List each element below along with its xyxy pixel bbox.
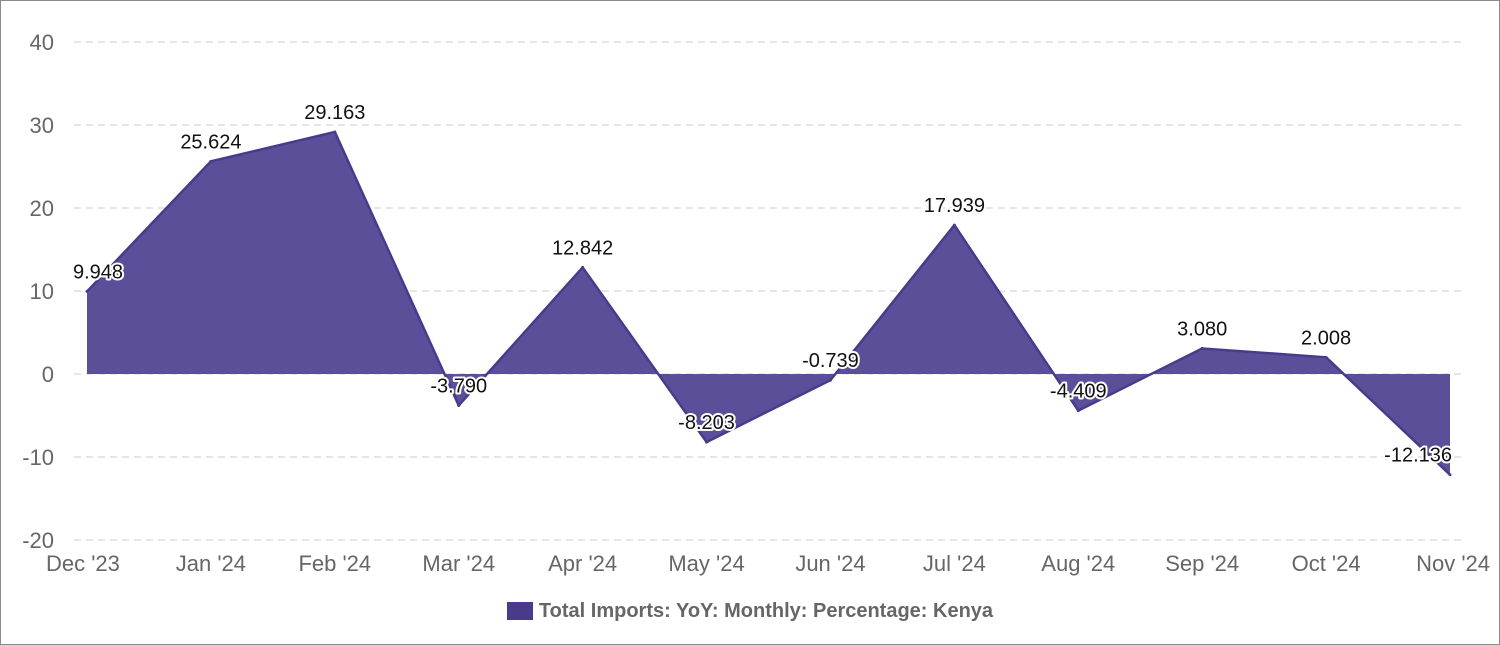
x-tick-label: Mar '24: [422, 551, 495, 576]
x-tick-label: Apr '24: [548, 551, 617, 576]
x-tick-label: Feb '24: [298, 551, 371, 576]
series-area: [87, 131, 1450, 475]
x-tick-label: Jul '24: [923, 551, 986, 576]
x-tick-label: Jan '24: [176, 551, 246, 576]
data-label: 17.939: [924, 195, 985, 217]
x-tick-label: May '24: [668, 551, 744, 576]
y-tick-label: -20: [22, 528, 54, 553]
y-tick-label: 40: [30, 30, 54, 55]
legend-swatch: [506, 602, 533, 620]
data-point: [705, 440, 709, 444]
data-point: [85, 289, 89, 293]
y-tick-label: 20: [30, 196, 54, 221]
data-point: [828, 378, 832, 382]
legend[interactable]: Total Imports: YoY: Monthly: Percentage:…: [0, 600, 1500, 623]
data-label: 12.842: [552, 237, 613, 259]
data-point: [581, 265, 585, 269]
data-point: [952, 223, 956, 227]
data-label: -8.203: [678, 412, 735, 434]
data-point: [1200, 346, 1204, 350]
data-point: [457, 403, 461, 407]
data-label: -12.136: [1384, 445, 1452, 467]
data-point: [1324, 355, 1328, 359]
x-tick-label: Oct '24: [1292, 551, 1361, 576]
y-tick-label: 10: [30, 279, 54, 304]
data-point: [209, 159, 213, 163]
x-tick-label: Dec '23: [46, 551, 120, 576]
data-label: 25.624: [180, 131, 241, 153]
data-label: 2.008: [1301, 327, 1351, 349]
y-tick-label: -10: [22, 445, 54, 470]
x-tick-label: Nov '24: [1416, 551, 1490, 576]
x-tick-label: Sep '24: [1165, 551, 1239, 576]
series-line: [86, 130, 1451, 476]
data-label: -0.739: [802, 350, 859, 372]
data-labels: 9.948 25.624 29.163 -3.790 12.842 -8.203 -0.73…: [71, 100, 1454, 469]
data-label: 9.948: [73, 261, 123, 283]
data-point: [1076, 409, 1080, 413]
data-point: [333, 130, 337, 134]
data-label: 3.080: [1177, 318, 1227, 340]
area-layer: [85, 130, 1452, 477]
x-tick-label: Aug '24: [1041, 551, 1115, 576]
data-label: 29.163: [304, 102, 365, 124]
y-tick-label: 30: [30, 113, 54, 138]
x-axis: Dec '23 Jan '24 Feb '24 Mar '24 Apr '24 May '…: [46, 551, 1490, 576]
data-label: -4.409: [1050, 381, 1107, 403]
data-point: [1448, 473, 1452, 477]
legend-label: Total Imports: YoY: Monthly: Percentage:…: [538, 600, 994, 622]
y-tick-label: 0: [42, 362, 54, 387]
x-tick-label: Jun '24: [795, 551, 865, 576]
y-axis: 40 30 20 10 0 -10 -20: [22, 30, 54, 553]
data-label: -3.790: [430, 375, 487, 397]
